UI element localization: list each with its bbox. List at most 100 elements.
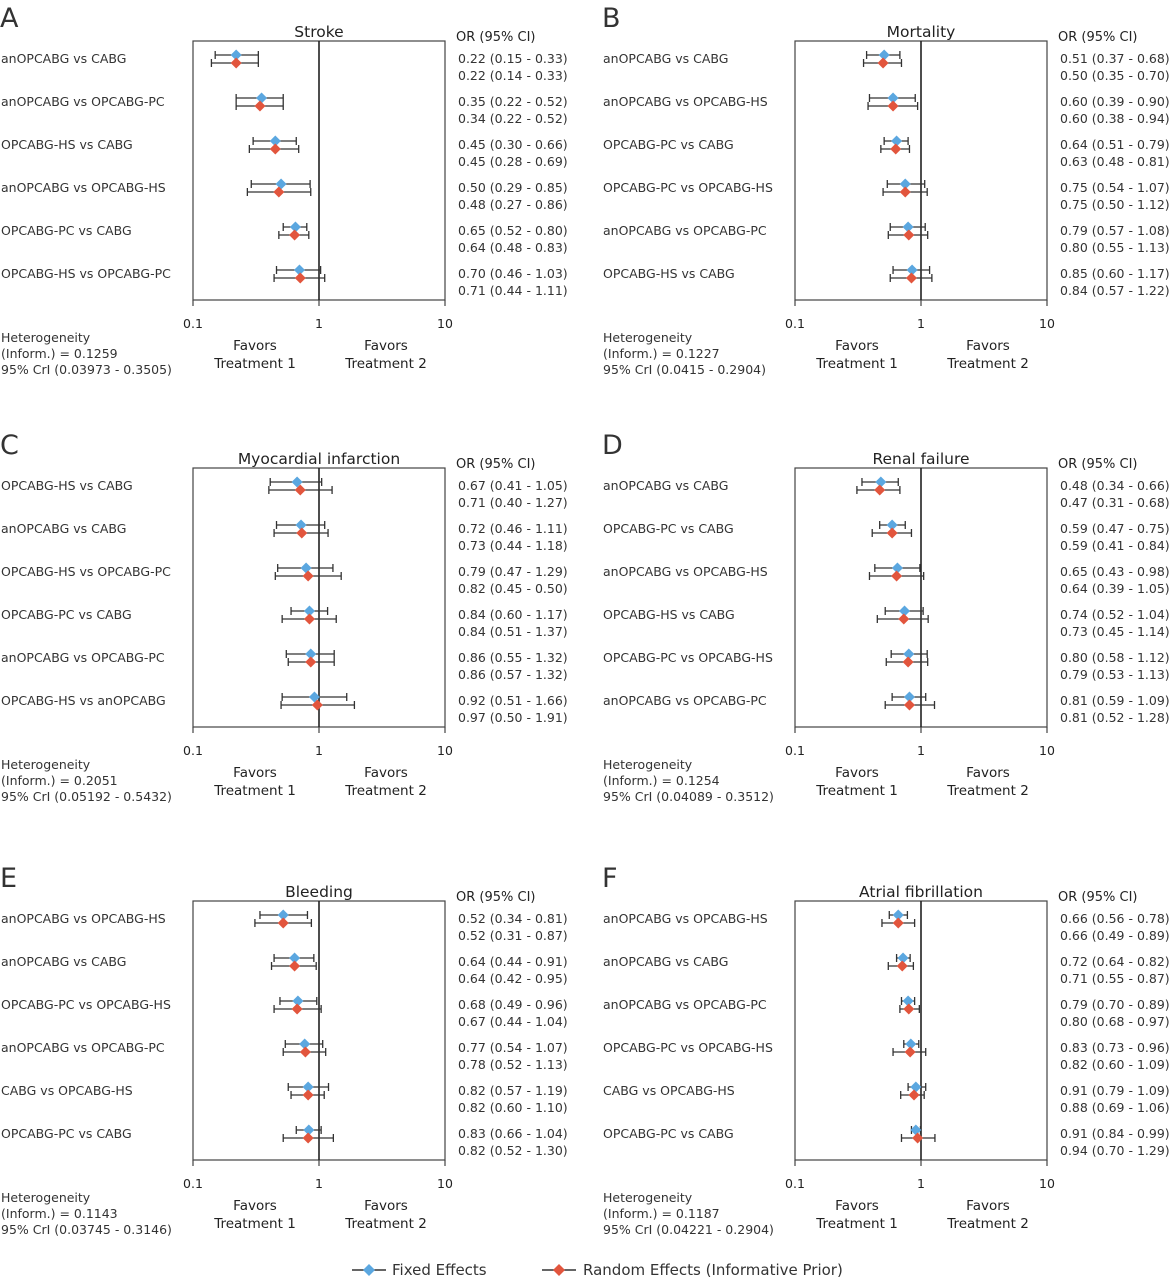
comparison-label: OPCABG-PC vs OPCABG-HS (603, 650, 773, 665)
x-tick-label: 1 (917, 743, 925, 758)
forest-row: anOPCABG vs CABG 0.72 (0.64 - 0.82) 0.71 (… (603, 952, 1170, 986)
forest-row: anOPCABG vs CABG 0.72 (0.46 - 1.11) 0.73 (… (1, 519, 568, 553)
fixed-effect-point (897, 952, 909, 964)
fixed-or-ci-text: 0.75 (0.54 - 1.07) (1060, 180, 1170, 195)
x-tick-label: 10 (437, 743, 453, 758)
forest-row: OPCABG-PC vs CABG 0.65 (0.52 - 0.80) 0.64 … (1, 221, 568, 255)
heterogeneity-note: Heterogeneity (Inform.) = 0.1254 95% CrI (… (603, 757, 774, 804)
forest-row: CABG vs OPCABG-HS 0.91 (0.79 - 1.09) 0.88 … (603, 1081, 1170, 1115)
random-or-ci-text: 0.82 (0.52 - 1.30) (458, 1143, 568, 1158)
random-effect-point (296, 527, 308, 539)
fixed-effect-point (903, 648, 915, 660)
random-effect-point (289, 960, 301, 972)
comparison-label: OPCABG-HS vs OPCABG-PC (1, 266, 171, 281)
comparison-label: CABG vs OPCABG-HS (603, 1083, 735, 1098)
fixed-or-ci-text: 0.48 (0.34 - 0.66) (1060, 478, 1170, 493)
fixed-or-ci-text: 0.79 (0.47 - 1.29) (458, 564, 568, 579)
forest-row: OPCABG-HS vs OPCABG-PC 0.79 (0.47 - 1.29)… (1, 562, 568, 596)
fixed-or-ci-text: 0.64 (0.51 - 0.79) (1060, 137, 1170, 152)
fixed-or-ci-text: 0.72 (0.46 - 1.11) (458, 521, 568, 536)
panel-letter: F (602, 863, 618, 894)
random-effect-point (269, 143, 281, 155)
fixed-effect-point (892, 909, 904, 921)
forest-row: OPCABG-PC vs OPCABG-HS 0.80 (0.58 - 1.12)… (603, 648, 1170, 682)
panel-title: Mortality (887, 23, 956, 41)
comparison-label: anOPCABG vs OPCABG-HS (603, 564, 768, 579)
x-tick-label: 10 (437, 1176, 453, 1191)
random-or-ci-text: 0.97 (0.50 - 1.91) (458, 710, 568, 725)
fixed-effect-point (903, 691, 915, 703)
random-or-ci-text: 0.64 (0.48 - 0.83) (458, 240, 568, 255)
random-or-ci-text: 0.45 (0.28 - 0.69) (458, 154, 568, 169)
comparison-label: anOPCABG vs CABG (1, 521, 126, 536)
random-or-ci-text: 0.88 (0.69 - 1.06) (1060, 1100, 1170, 1115)
x-tick-label: 1 (315, 316, 323, 331)
x-tick-label: 0.1 (785, 1176, 805, 1191)
random-or-ci-text: 0.60 (0.38 - 0.94) (1060, 111, 1170, 126)
comparison-label: OPCABG-PC vs CABG (603, 137, 734, 152)
random-or-ci-text: 0.47 (0.31 - 0.68) (1060, 495, 1170, 510)
random-or-ci-text: 0.59 (0.41 - 0.84) (1060, 538, 1170, 553)
random-effect-point (898, 613, 910, 625)
fixed-or-ci-text: 0.35 (0.22 - 0.52) (458, 94, 568, 109)
random-effect-point (299, 1046, 311, 1058)
fixed-or-ci-text: 0.59 (0.47 - 0.75) (1060, 521, 1170, 536)
panel-d: D Renal failure OR (95% CI) 0.1 1 10 Favors Tre… (602, 430, 1170, 804)
random-or-ci-text: 0.82 (0.45 - 0.50) (458, 581, 568, 596)
fixed-effect-point (899, 605, 911, 617)
forest-row: OPCABG-PC vs CABG 0.91 (0.84 - 0.99) 0.94 … (603, 1124, 1170, 1158)
comparison-label: anOPCABG vs OPCABG-PC (1, 650, 165, 665)
comparison-label: CABG vs OPCABG-HS (1, 1083, 133, 1098)
fixed-effect-point (891, 135, 903, 147)
x-tick-label: 1 (315, 743, 323, 758)
random-effect-point (877, 57, 889, 69)
fixed-effect-point (295, 519, 307, 531)
random-effect-point (302, 1089, 314, 1101)
or-ci-header: OR (95% CI) (456, 890, 535, 905)
random-effect-point (273, 186, 285, 198)
random-or-ci-text: 0.84 (0.51 - 1.37) (458, 624, 568, 639)
forest-row: anOPCABG vs OPCABG-HS 0.60 (0.39 - 0.90) 0… (603, 92, 1170, 126)
random-or-ci-text: 0.71 (0.44 - 1.11) (458, 283, 568, 298)
fixed-effect-point (289, 221, 301, 233)
fixed-effect-point (256, 92, 268, 104)
legend-fixed-label: Fixed Effects (392, 1261, 487, 1279)
random-or-ci-text: 0.81 (0.52 - 1.28) (1060, 710, 1170, 725)
fixed-or-ci-text: 0.82 (0.57 - 1.19) (458, 1083, 568, 1098)
fixed-or-ci-text: 0.64 (0.44 - 0.91) (458, 954, 568, 969)
comparison-label: OPCABG-PC vs CABG (1, 1126, 132, 1141)
random-or-ci-text: 0.71 (0.40 - 1.27) (458, 495, 568, 510)
x-tick-label: 10 (1039, 743, 1055, 758)
random-or-ci-text: 0.86 (0.57 - 1.32) (458, 667, 568, 682)
panel-letter: E (0, 863, 17, 894)
fixed-effect-point (303, 1124, 315, 1136)
heterogeneity-note: Heterogeneity (Inform.) = 0.1187 95% CrI (… (603, 1190, 774, 1237)
comparison-label: anOPCABG vs OPCABG-PC (603, 693, 767, 708)
comparison-label: anOPCABG vs CABG (603, 51, 728, 66)
fixed-effect-point (300, 562, 312, 574)
fixed-effect-point (891, 562, 903, 574)
favors-treatment-2: Favors Treatment 2 (946, 765, 1029, 799)
comparison-label: OPCABG-PC vs OPCABG-HS (1, 997, 171, 1012)
favors-treatment-1: Favors Treatment 1 (815, 765, 898, 799)
comparison-label: anOPCABG vs OPCABG-PC (1, 1040, 165, 1055)
panel-letter: A (0, 3, 19, 34)
comparison-label: OPCABG-HS vs CABG (1, 137, 133, 152)
fixed-effect-point (277, 909, 289, 921)
forest-row: OPCABG-HS vs CABG 0.45 (0.30 - 0.66) 0.45 … (1, 135, 568, 169)
fixed-effect-point (887, 92, 899, 104)
random-or-ci-text: 0.79 (0.53 - 1.13) (1060, 667, 1170, 682)
fixed-or-ci-text: 0.65 (0.52 - 0.80) (458, 223, 568, 238)
random-effect-point (902, 656, 914, 668)
random-effect-point (294, 272, 306, 284)
random-or-ci-text: 0.48 (0.27 - 0.86) (458, 197, 568, 212)
favors-treatment-1: Favors Treatment 1 (213, 765, 296, 799)
comparison-label: anOPCABG vs CABG (1, 954, 126, 969)
random-or-ci-text: 0.80 (0.55 - 1.13) (1060, 240, 1170, 255)
panel-b: B Mortality OR (95% CI) 0.1 1 10 Favors Treatme… (602, 3, 1170, 377)
comparison-label: anOPCABG vs CABG (603, 954, 728, 969)
forest-row: anOPCABG vs OPCABG-HS 0.52 (0.34 - 0.81) 0… (1, 909, 568, 943)
x-tick-label: 0.1 (785, 743, 805, 758)
heterogeneity-note: Heterogeneity (Inform.) = 0.1227 95% CrI (… (603, 330, 766, 377)
fixed-effect-point (291, 476, 303, 488)
